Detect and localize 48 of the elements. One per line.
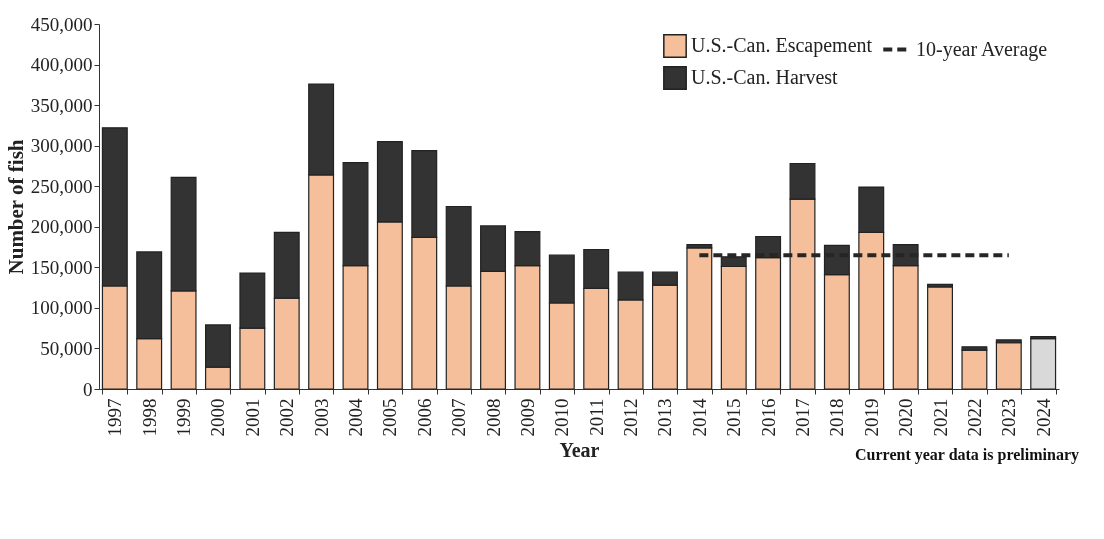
y-tick-label: 50,000 bbox=[40, 337, 93, 359]
x-tick-label: 1997 bbox=[104, 398, 126, 437]
x-tick-label: 2010 bbox=[551, 398, 573, 437]
x-tick-label: 2014 bbox=[688, 398, 710, 437]
bar bbox=[927, 286, 954, 390]
x-tick-label: 2019 bbox=[860, 398, 882, 437]
x-tick-label: 2003 bbox=[310, 398, 332, 437]
x-tick-label: 2005 bbox=[379, 398, 401, 437]
x-tick-label: 2012 bbox=[620, 398, 642, 437]
legend-label: U.S.-Can. Harvest bbox=[691, 66, 839, 88]
x-tick-label: 2001 bbox=[241, 398, 263, 437]
x-tick-label: 2023 bbox=[998, 398, 1020, 437]
x-axis-title: Year bbox=[559, 438, 600, 461]
x-tick-label: 2008 bbox=[482, 398, 504, 437]
y-tick-label: 400,000 bbox=[30, 54, 93, 76]
text: Current year data is preliminary bbox=[855, 446, 1079, 464]
x-tick-label: 2007 bbox=[448, 398, 470, 437]
x-tick-label: 2011 bbox=[585, 398, 607, 436]
y-tick-label: 350,000 bbox=[30, 94, 93, 116]
bar bbox=[995, 342, 1022, 390]
x-tick-label: 2022 bbox=[963, 398, 985, 437]
legend-label: 10-year Average bbox=[916, 37, 1048, 61]
x-tick-label: 2009 bbox=[516, 398, 538, 437]
x-tick-label: 2004 bbox=[345, 398, 366, 437]
y-tick-label: 0 bbox=[83, 378, 93, 400]
y-tick-label: 250,000 bbox=[30, 175, 93, 197]
y-tick-label: 200,000 bbox=[30, 216, 93, 238]
legend-label: U.S.-Can. Escapement bbox=[691, 34, 873, 57]
x-tick-label: 2018 bbox=[826, 398, 848, 437]
y-tick-label: 450,000 bbox=[30, 13, 93, 35]
x-tick-label: 2015 bbox=[723, 398, 745, 437]
x-tick-label: 1998 bbox=[138, 398, 160, 437]
x-tick-label: 2013 bbox=[654, 398, 676, 437]
x-tick-label: 2017 bbox=[792, 398, 813, 437]
bar bbox=[961, 349, 988, 390]
y-tick-label: 300,000 bbox=[30, 135, 93, 157]
x-tick-label: 2021 bbox=[929, 398, 951, 437]
y-axis-title: Number of fish bbox=[3, 139, 28, 275]
y-tick-label: 100,000 bbox=[30, 297, 93, 319]
y-tick-label: 150,000 bbox=[30, 256, 93, 278]
x-tick-label: 1999 bbox=[173, 398, 195, 437]
x-tick-label: 2020 bbox=[895, 398, 917, 437]
x-tick-label: 2000 bbox=[207, 398, 229, 437]
x-tick-label: 2024 bbox=[1032, 398, 1054, 437]
x-tick-label: 2002 bbox=[276, 398, 298, 437]
x-tick-label: 2006 bbox=[413, 398, 435, 437]
bar bbox=[1030, 338, 1057, 390]
x-tick-label: 2016 bbox=[757, 398, 779, 437]
